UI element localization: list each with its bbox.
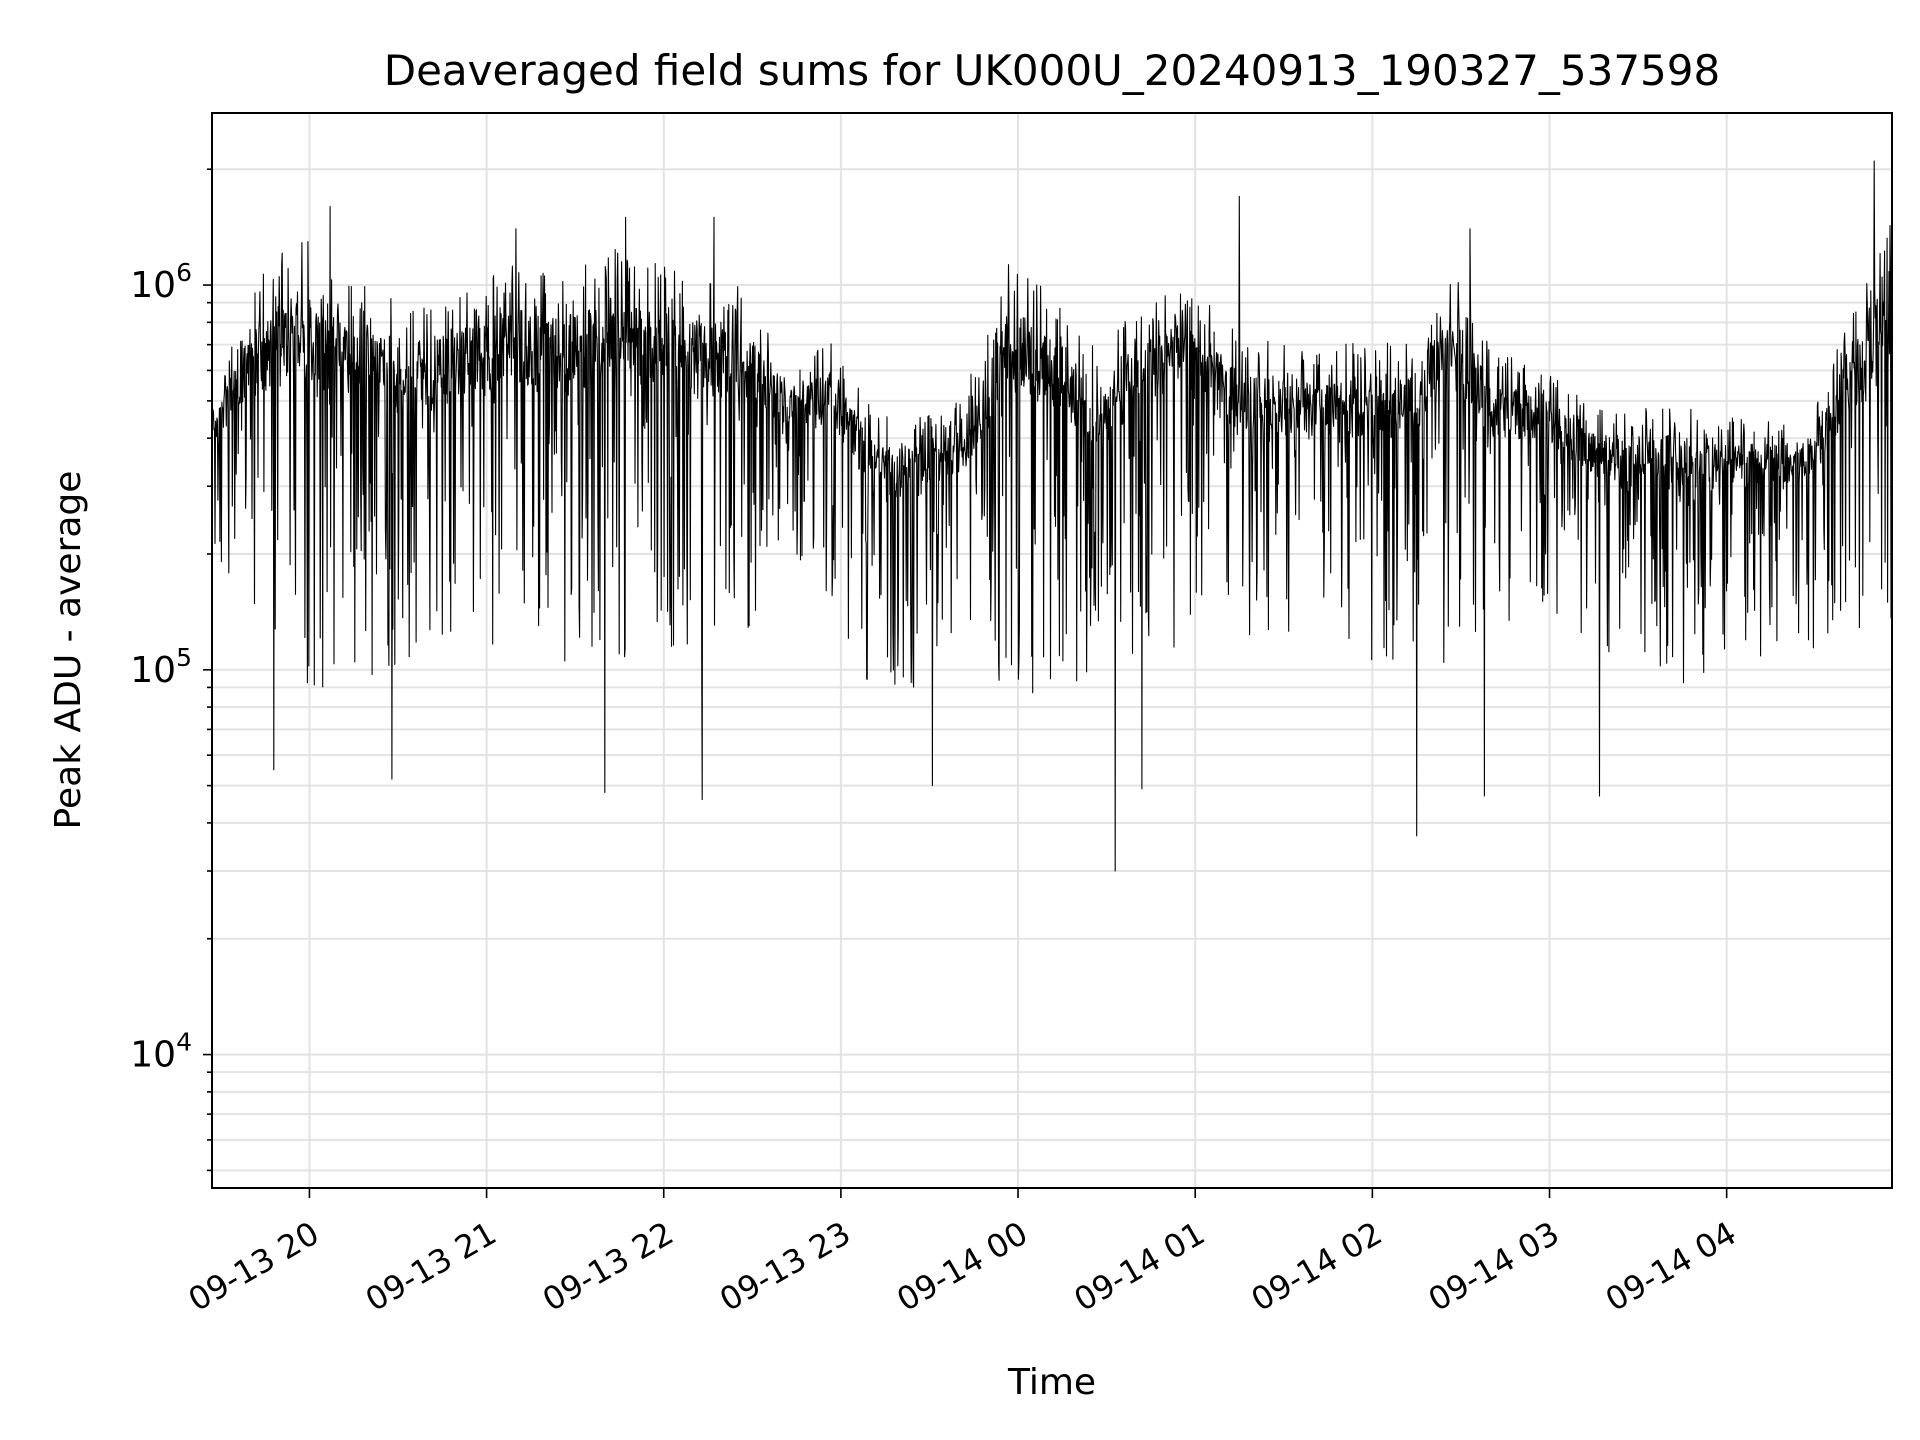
- chart-title: Deaveraged field sums for UK000U_2024091…: [384, 46, 1720, 95]
- series-trace: [211, 160, 1893, 1155]
- y-tick-label: 105: [130, 643, 192, 691]
- y-axis-label: Peak ADU - average: [48, 471, 89, 830]
- y-tick-label: 104: [130, 1028, 192, 1076]
- series-line: [211, 160, 1893, 1155]
- x-axis-label: Time: [1007, 1362, 1096, 1403]
- y-axis-ticks: 104 105 106: [130, 168, 212, 1172]
- y-tick-label: 106: [130, 258, 192, 306]
- plot-frame: [211, 112, 1893, 1189]
- grid-lines: [212, 113, 1892, 1188]
